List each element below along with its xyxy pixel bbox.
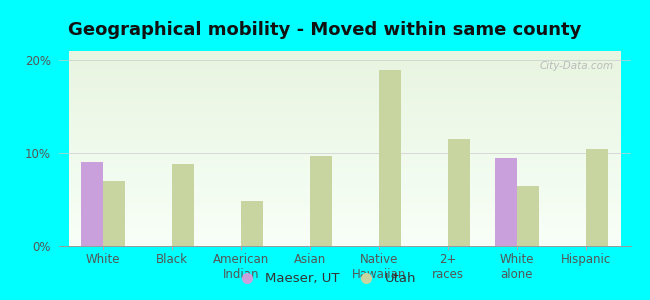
Bar	[495, 158, 517, 246]
Bar	[103, 181, 125, 246]
Legend: Maeser, UT, Utah: Maeser, UT, Utah	[228, 267, 422, 290]
Bar	[81, 162, 103, 246]
Bar	[448, 139, 470, 246]
Text: City-Data.com: City-Data.com	[540, 61, 614, 71]
Text: Geographical mobility - Moved within same county: Geographical mobility - Moved within sam…	[68, 21, 582, 39]
Bar	[379, 70, 401, 246]
Bar	[310, 156, 332, 246]
Bar	[586, 148, 608, 246]
Bar	[172, 164, 194, 246]
Bar	[517, 186, 539, 246]
Bar	[241, 201, 263, 246]
